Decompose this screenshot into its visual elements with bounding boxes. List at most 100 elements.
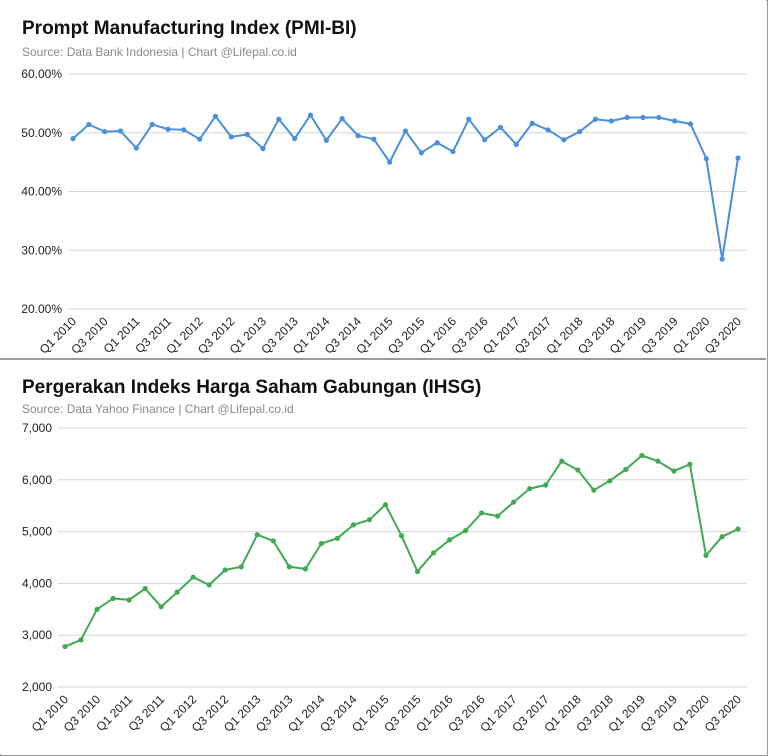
- y-tick-label: 50.00%: [21, 126, 62, 140]
- chart-panel-ihsg: Pergerakan Indeks Harga Saham Gabungan (…: [0, 360, 766, 754]
- y-tick-label: 20.00%: [21, 302, 62, 316]
- data-point: [559, 458, 565, 464]
- data-point: [608, 118, 614, 124]
- y-tick-label: 4,000: [22, 576, 52, 590]
- y-tick-label: 30.00%: [21, 243, 62, 257]
- data-point: [687, 461, 693, 467]
- panel-divider: [0, 358, 766, 360]
- data-point: [640, 114, 646, 121]
- y-tick-label: 7,000: [22, 421, 52, 435]
- data-point: [334, 535, 341, 541]
- data-point: [307, 112, 314, 118]
- data-point: [126, 597, 132, 603]
- data-point: [703, 552, 709, 559]
- data-point: [719, 534, 725, 540]
- chart-subtitle: Source: Data Bank Indonesia | Chart @Lif…: [22, 45, 297, 59]
- data-point: [318, 540, 324, 547]
- chart-subtitle: Source: Data Yahoo Finance | Chart @Life…: [22, 402, 294, 416]
- data-point: [511, 499, 517, 505]
- data-point: [624, 114, 630, 121]
- data-point: [607, 478, 613, 484]
- data-point: [355, 133, 361, 139]
- data-point: [158, 604, 164, 610]
- data-point: [339, 116, 345, 122]
- data-point: [206, 582, 212, 588]
- data-point: [623, 466, 629, 473]
- data-point: [450, 148, 456, 155]
- data-point: [656, 114, 662, 121]
- data-point: [577, 128, 583, 135]
- data-point: [462, 527, 469, 534]
- data-point: [260, 146, 266, 152]
- data-point: [86, 121, 92, 128]
- data-point: [418, 150, 424, 156]
- data-point: [719, 256, 725, 262]
- data-point: [197, 136, 203, 142]
- series-line: [72, 114, 739, 261]
- y-tick-label: 60.00%: [21, 67, 62, 81]
- data-point: [102, 128, 108, 135]
- pmi-line-chart: 20.00%30.00%40.00%50.00%60.00%Q1 2010Q3 …: [21, 67, 747, 357]
- data-point: [482, 137, 488, 143]
- data-point: [561, 137, 567, 143]
- data-point: [174, 589, 180, 595]
- data-point: [165, 126, 171, 132]
- y-tick-label: 6,000: [22, 473, 52, 487]
- data-point: [238, 564, 244, 570]
- data-point: [371, 136, 377, 142]
- chart-title: Prompt Manufacturing Index (PMI-BI): [22, 18, 357, 39]
- y-tick-label: 2,000: [22, 680, 52, 694]
- data-point: [671, 468, 677, 474]
- data-point: [387, 159, 393, 165]
- data-point: [228, 134, 234, 140]
- data-point: [212, 113, 219, 119]
- y-tick-label: 5,000: [22, 525, 52, 539]
- data-point: [545, 127, 551, 133]
- data-point: [402, 128, 409, 134]
- data-point: [672, 118, 678, 124]
- data-point: [78, 637, 84, 643]
- chart-panel-pmi: Prompt Manufacturing Index (PMI-BI) Sour…: [0, 0, 766, 358]
- data-point: [117, 128, 124, 134]
- data-point: [446, 537, 453, 543]
- y-tick-label: 3,000: [22, 628, 52, 642]
- chart-title: Pergerakan Indeks Harga Saham Gabungan (…: [22, 377, 482, 398]
- data-point: [398, 533, 405, 539]
- data-point: [527, 486, 533, 492]
- data-point: [479, 510, 485, 516]
- data-point: [575, 467, 581, 473]
- data-point: [687, 121, 694, 127]
- data-point: [366, 517, 373, 523]
- data-point: [414, 568, 421, 575]
- data-point: [222, 567, 228, 573]
- data-point: [133, 145, 139, 151]
- data-point: [286, 564, 292, 570]
- data-point: [302, 566, 308, 572]
- data-point: [430, 550, 437, 556]
- data-point: [62, 643, 68, 650]
- data-point: [529, 120, 535, 126]
- y-tick-label: 40.00%: [21, 185, 62, 199]
- data-point: [497, 124, 504, 131]
- data-point: [655, 458, 661, 464]
- data-point: [350, 522, 357, 528]
- data-point: [254, 532, 260, 538]
- data-point: [591, 487, 597, 493]
- data-point: [190, 574, 196, 580]
- data-point: [181, 127, 187, 133]
- data-point: [543, 482, 549, 488]
- data-point: [495, 513, 501, 519]
- data-point: [323, 137, 329, 143]
- data-point: [110, 595, 116, 602]
- data-point: [703, 156, 709, 162]
- data-point: [639, 452, 645, 459]
- data-point: [382, 502, 389, 508]
- data-point: [513, 141, 519, 148]
- data-point: [70, 136, 76, 142]
- data-point: [149, 121, 155, 128]
- data-point: [735, 155, 741, 161]
- data-point: [142, 585, 148, 592]
- series-line: [64, 454, 739, 648]
- data-point: [94, 606, 100, 612]
